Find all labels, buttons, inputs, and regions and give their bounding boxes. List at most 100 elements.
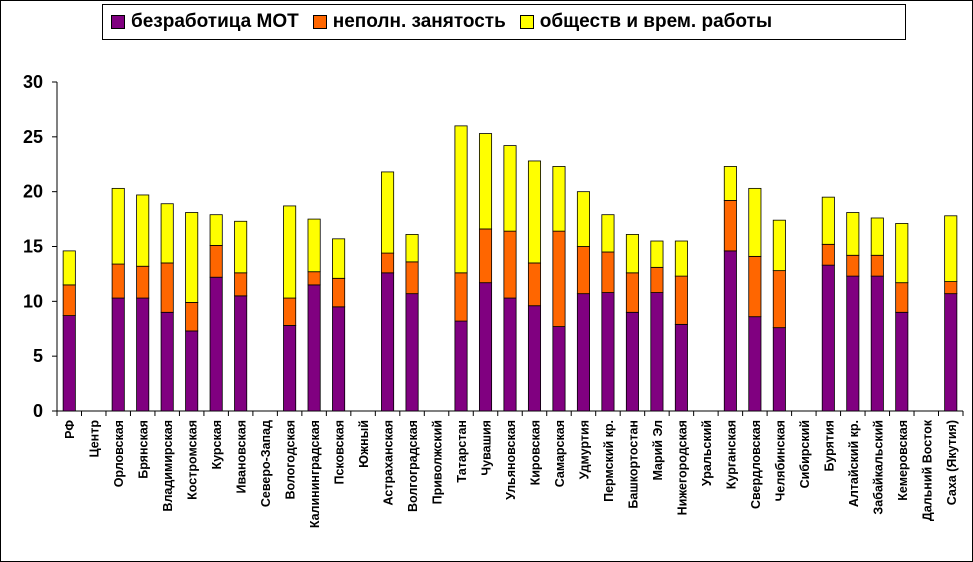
x-category-label-34: Кемеровская xyxy=(896,420,910,501)
legend-label-unemployment: безработица МОТ xyxy=(131,11,299,32)
legend-label-public-works: обществ и врем. работы xyxy=(539,11,773,32)
bar-public-works-13 xyxy=(381,171,395,254)
bar-public-works-32 xyxy=(846,212,860,256)
bar-public-works-19 xyxy=(527,160,542,264)
bar-public-works-34 xyxy=(895,223,909,284)
bar-public-works-23 xyxy=(625,234,639,274)
bar-unemployment-22 xyxy=(601,292,615,412)
x-category-label-18: Ульяновская xyxy=(504,420,518,500)
legend-swatch-underemployment xyxy=(312,15,327,29)
bar-public-works-7 xyxy=(234,220,248,274)
bar-public-works-22 xyxy=(601,214,615,253)
x-category-label-10: Калининградская xyxy=(308,420,322,528)
legend: безработица МОТ неполн. занятость общест… xyxy=(102,4,906,40)
bar-unemployment-36 xyxy=(944,293,958,412)
x-category-label-5: Костромская xyxy=(186,420,200,500)
bar-public-works-18 xyxy=(503,145,517,232)
bar-public-works-24 xyxy=(650,240,664,268)
bar-underemployment-31 xyxy=(821,243,835,266)
x-category-label-21: Удмуртия xyxy=(577,420,591,479)
bar-underemployment-24 xyxy=(650,266,664,293)
bar-unemployment-32 xyxy=(846,275,860,412)
x-category-label-7: Ивановская xyxy=(235,420,249,493)
x-category-label-6: Курская xyxy=(210,420,224,470)
bar-underemployment-13 xyxy=(381,252,395,274)
bar-unemployment-4 xyxy=(160,311,174,412)
bar-underemployment-23 xyxy=(625,272,639,313)
x-category-label-31: Бурятия xyxy=(822,420,836,471)
bar-public-works-14 xyxy=(405,234,419,263)
x-category-label-2: Орловская xyxy=(112,420,126,487)
bar-underemployment-5 xyxy=(185,302,199,332)
y-tick-label-30: 30 xyxy=(23,72,43,92)
x-category-label-16: Татарстан xyxy=(455,420,469,483)
bar-public-works-11 xyxy=(332,238,346,279)
x-category-label-27: Курганская xyxy=(724,420,738,489)
bar-public-works-10 xyxy=(307,218,321,273)
legend-entry-public-works: обществ и врем. работы xyxy=(519,11,773,33)
x-category-label-24: Марий Эл xyxy=(651,420,665,481)
bar-underemployment-3 xyxy=(136,265,150,299)
bar-public-works-3 xyxy=(136,194,150,267)
bar-unemployment-31 xyxy=(821,264,835,412)
bar-public-works-5 xyxy=(185,212,199,303)
bar-unemployment-19 xyxy=(527,305,542,412)
bar-unemployment-9 xyxy=(283,325,297,412)
bar-public-works-9 xyxy=(283,205,297,299)
bar-unemployment-34 xyxy=(895,311,909,412)
x-category-label-17: Чувашия xyxy=(480,420,494,476)
bar-unemployment-14 xyxy=(405,293,419,412)
bar-public-works-33 xyxy=(870,217,884,256)
bar-unemployment-7 xyxy=(234,295,248,412)
bar-underemployment-34 xyxy=(895,282,909,313)
bar-underemployment-33 xyxy=(870,254,884,277)
bar-underemployment-10 xyxy=(307,271,321,286)
bar-public-works-17 xyxy=(478,133,493,230)
bar-unemployment-33 xyxy=(870,275,884,412)
bar-underemployment-9 xyxy=(283,297,297,326)
x-category-label-30: Сибирский xyxy=(798,420,812,488)
bar-unemployment-6 xyxy=(209,276,223,412)
bar-unemployment-20 xyxy=(552,326,566,412)
bar-public-works-6 xyxy=(209,214,223,246)
bar-underemployment-6 xyxy=(209,245,223,278)
legend-entry-underemployment: неполн. занятость xyxy=(312,11,506,33)
bar-unemployment-27 xyxy=(723,250,737,412)
legend-label-underemployment: неполн. занятость xyxy=(332,11,506,32)
bar-underemployment-16 xyxy=(454,272,468,322)
bar-unemployment-5 xyxy=(185,330,199,412)
bar-public-works-2 xyxy=(111,187,125,265)
bar-unemployment-28 xyxy=(748,316,762,412)
bar-underemployment-17 xyxy=(478,228,493,284)
x-category-label-25: Нижегородская xyxy=(675,420,689,515)
bar-public-works-20 xyxy=(552,166,566,232)
bar-underemployment-18 xyxy=(503,230,517,299)
y-tick-label-10: 10 xyxy=(23,291,43,311)
bar-public-works-36 xyxy=(944,215,958,282)
x-category-label-4: Владимирская xyxy=(161,420,175,512)
x-category-label-11: Псковская xyxy=(333,420,347,485)
x-category-label-32: Алтайский кр. xyxy=(847,420,861,507)
bar-unemployment-10 xyxy=(307,284,321,412)
bar-public-works-31 xyxy=(821,196,835,245)
bar-underemployment-4 xyxy=(160,262,174,313)
bar-underemployment-27 xyxy=(723,200,737,252)
x-category-label-0: РФ xyxy=(63,420,77,439)
bar-public-works-4 xyxy=(160,203,174,264)
bar-unemployment-13 xyxy=(381,272,395,412)
bar-underemployment-20 xyxy=(552,230,566,327)
bar-underemployment-14 xyxy=(405,261,419,295)
bar-underemployment-7 xyxy=(234,272,248,297)
y-tick-label-20: 20 xyxy=(23,182,43,202)
x-category-label-8: Северо-Запад xyxy=(259,420,273,507)
bar-unemployment-11 xyxy=(332,306,346,412)
x-category-label-13: Астраханская xyxy=(382,420,396,505)
x-category-label-14: Волгоградская xyxy=(406,420,420,512)
x-category-label-1: Центр xyxy=(88,420,102,458)
bar-unemployment-29 xyxy=(772,327,786,412)
bar-unemployment-18 xyxy=(503,297,517,412)
legend-swatch-unemployment xyxy=(111,15,125,29)
bar-unemployment-24 xyxy=(650,292,664,412)
y-tick-label-5: 5 xyxy=(33,346,43,366)
